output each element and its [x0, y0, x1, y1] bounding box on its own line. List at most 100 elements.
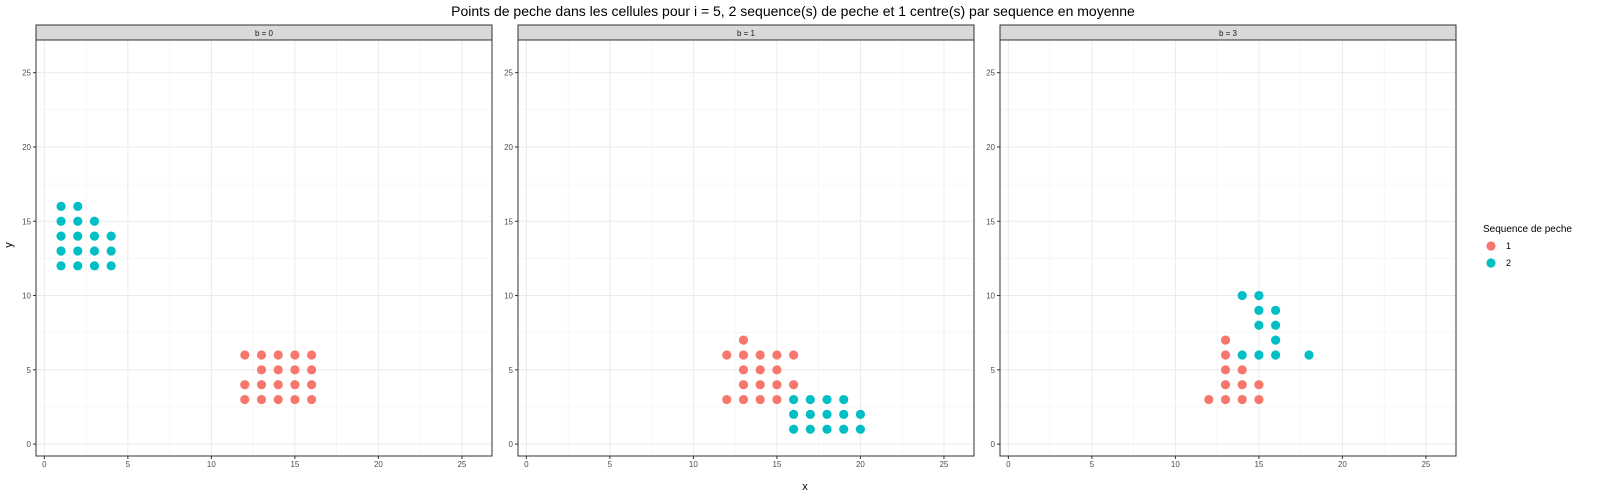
x-tick-label: 15	[1254, 460, 1263, 469]
data-point	[1254, 394, 1264, 405]
data-point	[273, 380, 283, 390]
y-tick-label: 5	[27, 366, 32, 375]
y-tick-label: 5	[509, 366, 514, 375]
facet-strip-label: b = 0	[255, 29, 274, 38]
data-point	[73, 201, 83, 211]
data-point	[56, 231, 66, 241]
x-tick-label: 20	[1338, 460, 1347, 469]
legend-title: Sequence de peche	[1483, 224, 1572, 235]
data-point	[789, 350, 799, 360]
data-point	[1254, 320, 1264, 330]
data-point	[772, 380, 782, 390]
data-point	[89, 246, 100, 256]
data-point	[1271, 335, 1281, 345]
data-point	[256, 380, 267, 390]
data-point	[307, 394, 317, 405]
x-tick-label: 10	[1171, 460, 1180, 469]
data-point	[290, 394, 300, 405]
data-point	[755, 350, 765, 360]
data-point	[56, 216, 66, 226]
x-tick-label: 25	[457, 460, 466, 469]
data-point	[273, 394, 283, 405]
data-point	[772, 365, 782, 375]
data-point	[1204, 394, 1214, 405]
series-2	[1237, 290, 1314, 360]
data-point	[73, 261, 83, 271]
data-point	[1237, 394, 1247, 405]
data-point	[1220, 350, 1231, 360]
data-point	[1254, 290, 1264, 301]
x-tick-label: 5	[126, 460, 131, 469]
data-point	[290, 380, 300, 390]
data-point	[822, 394, 832, 405]
plot-background	[1000, 40, 1456, 456]
data-point	[89, 261, 100, 271]
x-tick-label: 15	[772, 460, 781, 469]
data-point	[789, 424, 799, 434]
y-tick-label: 0	[27, 440, 32, 449]
data-point	[738, 365, 749, 375]
data-point	[56, 201, 66, 211]
legend-key-1	[1486, 241, 1496, 251]
data-point	[73, 216, 83, 226]
y-tick-label: 20	[986, 143, 995, 152]
data-point	[755, 365, 765, 375]
facet-panel: b = 0 0 5 10 15 20 25 0 5 10 15 20 25	[22, 24, 493, 469]
data-point	[1237, 380, 1247, 390]
y-tick-label: 5	[991, 366, 996, 375]
data-point	[772, 350, 782, 360]
data-point	[789, 409, 799, 419]
x-tick-label: 10	[207, 460, 216, 469]
data-point	[56, 261, 66, 271]
y-tick-label: 10	[986, 292, 995, 301]
data-point	[1304, 350, 1314, 360]
data-point	[822, 409, 832, 419]
facet-panel: b = 1 0 5 10 15 20 25 0 5 10 15 20 25	[504, 24, 975, 469]
data-point	[722, 394, 732, 405]
data-point	[89, 231, 100, 241]
data-point	[1237, 365, 1247, 375]
data-point	[1271, 350, 1281, 360]
data-point	[855, 409, 866, 419]
data-point	[290, 365, 300, 375]
data-point	[805, 409, 815, 419]
legend: Sequence de peche 1 2	[1483, 224, 1572, 268]
data-point	[273, 350, 283, 360]
data-point	[839, 394, 849, 405]
data-point	[839, 424, 849, 434]
legend-label-2: 2	[1506, 258, 1511, 268]
data-point	[256, 350, 267, 360]
panel-border	[999, 39, 1457, 457]
facet-strip-label: b = 1	[737, 29, 756, 38]
facet-panel: b = 3 0 5 10 15 20 25 0 5 10 15 20 25	[986, 24, 1457, 469]
data-point	[722, 350, 732, 360]
y-tick-label: 25	[22, 69, 31, 78]
data-point	[805, 394, 815, 405]
data-point	[1254, 305, 1264, 315]
data-point	[1254, 350, 1264, 360]
y-tick-label: 10	[504, 292, 513, 301]
chart-title: Points de peche dans les cellules pour i…	[451, 3, 1135, 19]
data-point	[256, 365, 267, 375]
x-tick-label: 15	[290, 460, 299, 469]
data-point	[855, 424, 866, 434]
panels: b = 0 0 5 10 15 20 25 0 5 10 15 20 25 b = 1 0 5 10 15 20 25…	[22, 24, 1457, 469]
data-point	[839, 409, 849, 419]
data-point	[256, 394, 267, 405]
data-point	[273, 365, 283, 375]
y-tick-label: 20	[22, 143, 31, 152]
data-point	[822, 424, 832, 434]
data-point	[789, 380, 799, 390]
data-point	[73, 231, 83, 241]
panel-border	[517, 39, 975, 457]
data-point	[307, 350, 317, 360]
x-tick-label: 20	[374, 460, 383, 469]
y-tick-label: 15	[22, 217, 31, 226]
x-tick-label: 25	[1421, 460, 1430, 469]
series-2	[789, 394, 866, 434]
x-tick-label: 10	[689, 460, 698, 469]
x-tick-label: 5	[608, 460, 613, 469]
y-tick-label: 25	[504, 69, 513, 78]
x-tick-label: 0	[1006, 460, 1011, 469]
facet-strip-label: b = 3	[1219, 29, 1238, 38]
